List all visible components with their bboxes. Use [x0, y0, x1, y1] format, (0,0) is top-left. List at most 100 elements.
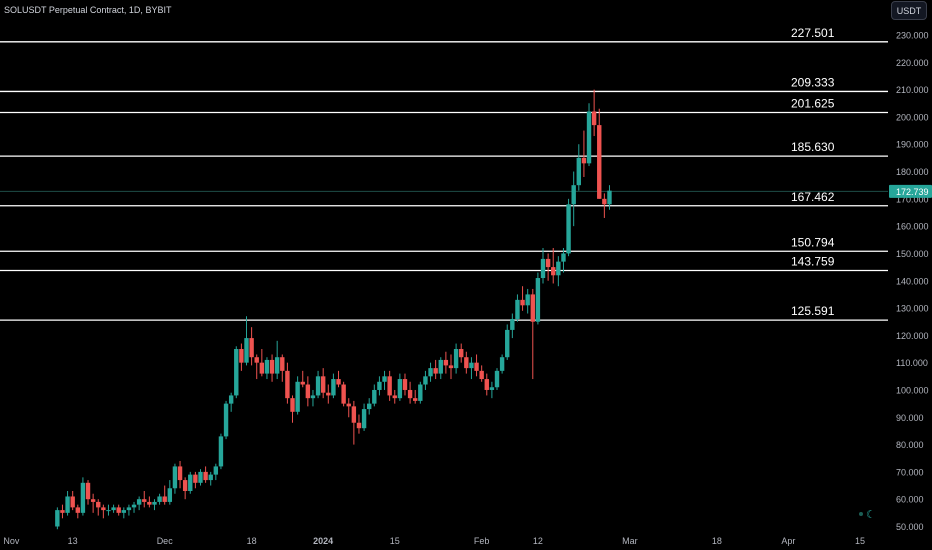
y-tick-label: 80.000 — [896, 440, 924, 450]
candle-body — [285, 370, 290, 399]
x-tick-label: 13 — [68, 536, 78, 546]
level-label: 143.759 — [791, 254, 835, 268]
candle-body — [85, 482, 91, 500]
candle-body — [361, 409, 367, 429]
candle-body — [525, 294, 530, 306]
candle-body — [448, 365, 454, 369]
candle-body — [551, 267, 556, 276]
candle-body — [535, 278, 541, 322]
candle-body — [234, 349, 239, 396]
x-tick-label: 12 — [533, 536, 543, 546]
candle-body — [469, 362, 474, 369]
candle-body — [65, 496, 70, 513]
candle-body — [290, 398, 295, 412]
candle-body — [545, 258, 551, 268]
y-tick-label: 170.000 — [896, 194, 929, 204]
candle-body — [474, 362, 479, 371]
candle-body — [576, 157, 581, 186]
candle-body — [101, 507, 106, 511]
y-tick-label: 70.000 — [896, 467, 924, 477]
candle-body — [126, 507, 132, 511]
candle-body — [75, 507, 80, 513]
chart-header: SOLUSDT Perpetual Contract, 1D, BYBIT — [4, 5, 172, 15]
candle-body — [239, 349, 244, 363]
candle-body — [326, 392, 331, 396]
candle-body — [499, 357, 505, 371]
x-tick-label: 18 — [247, 536, 257, 546]
candle-body — [116, 507, 121, 513]
candle-body — [111, 507, 116, 511]
candle-body — [586, 111, 592, 164]
candle-body — [540, 258, 546, 279]
candle-body — [443, 359, 449, 366]
candle-body — [177, 466, 183, 481]
candle-body — [484, 379, 489, 390]
level-label: 209.333 — [791, 75, 835, 89]
candle-body — [591, 111, 597, 126]
candle-body — [90, 499, 96, 502]
candle-body — [121, 510, 127, 513]
candle-body — [280, 357, 285, 371]
x-tick-label: Mar — [622, 536, 638, 546]
y-tick-label: 120.000 — [896, 331, 929, 341]
candle-body — [213, 466, 219, 475]
y-tick-label: 160.000 — [896, 222, 929, 232]
candle-body — [264, 359, 270, 374]
symbol-name: SOLUSDT Perpetual Contract — [4, 5, 124, 15]
candle-body — [571, 185, 576, 205]
candle-body — [80, 482, 86, 513]
x-tick-label: 2024 — [313, 536, 333, 546]
y-tick-label: 130.000 — [896, 304, 929, 314]
y-tick-label: 200.000 — [896, 112, 929, 122]
candle-body — [515, 299, 520, 319]
x-tick-label: 15 — [390, 536, 400, 546]
level-label: 201.625 — [791, 96, 835, 110]
candle-body — [438, 359, 443, 374]
candle-body — [254, 357, 259, 363]
x-tick-label: 15 — [855, 536, 865, 546]
candle-body — [366, 403, 372, 410]
candle-body — [520, 299, 525, 306]
candle-body — [228, 395, 234, 404]
candle-body — [413, 398, 418, 401]
y-tick-label: 220.000 — [896, 58, 929, 68]
candle-body — [55, 510, 60, 527]
candle-body — [70, 496, 75, 508]
candle-body — [188, 474, 193, 492]
candle-body — [602, 198, 607, 205]
status-dot-icon — [859, 512, 863, 516]
candle-body — [387, 376, 392, 396]
currency-button[interactable]: USDT — [891, 1, 927, 20]
candle-body — [208, 474, 213, 481]
candle-body — [269, 359, 275, 374]
level-label: 185.630 — [791, 140, 835, 154]
candle-body — [428, 368, 433, 377]
candle-body — [167, 488, 173, 502]
candle-body — [259, 362, 265, 374]
y-tick-label: 110.000 — [896, 358, 928, 368]
candle-body — [147, 501, 152, 505]
candle-body — [96, 501, 101, 508]
candle-body — [315, 376, 321, 396]
candle-body — [341, 384, 346, 404]
candle-body — [407, 389, 413, 399]
candle-body — [423, 376, 428, 385]
candle-body — [382, 376, 387, 382]
y-tick-label: 150.000 — [896, 249, 929, 259]
candle-body — [351, 406, 357, 423]
candle-body — [193, 474, 198, 483]
candle-body — [152, 501, 157, 505]
candle-body — [305, 384, 311, 399]
moon-icon[interactable]: ☾ — [866, 509, 876, 521]
candle-body — [218, 436, 224, 467]
candle-body — [336, 379, 341, 385]
x-tick-label: Nov — [3, 536, 20, 546]
candle-body — [479, 370, 484, 380]
candle-body — [433, 368, 438, 374]
candle-body — [106, 510, 111, 512]
candle-body — [274, 357, 280, 374]
x-tick-label: Apr — [781, 536, 795, 546]
candle-body — [198, 471, 203, 483]
exchange-label: BYBIT — [145, 5, 172, 15]
